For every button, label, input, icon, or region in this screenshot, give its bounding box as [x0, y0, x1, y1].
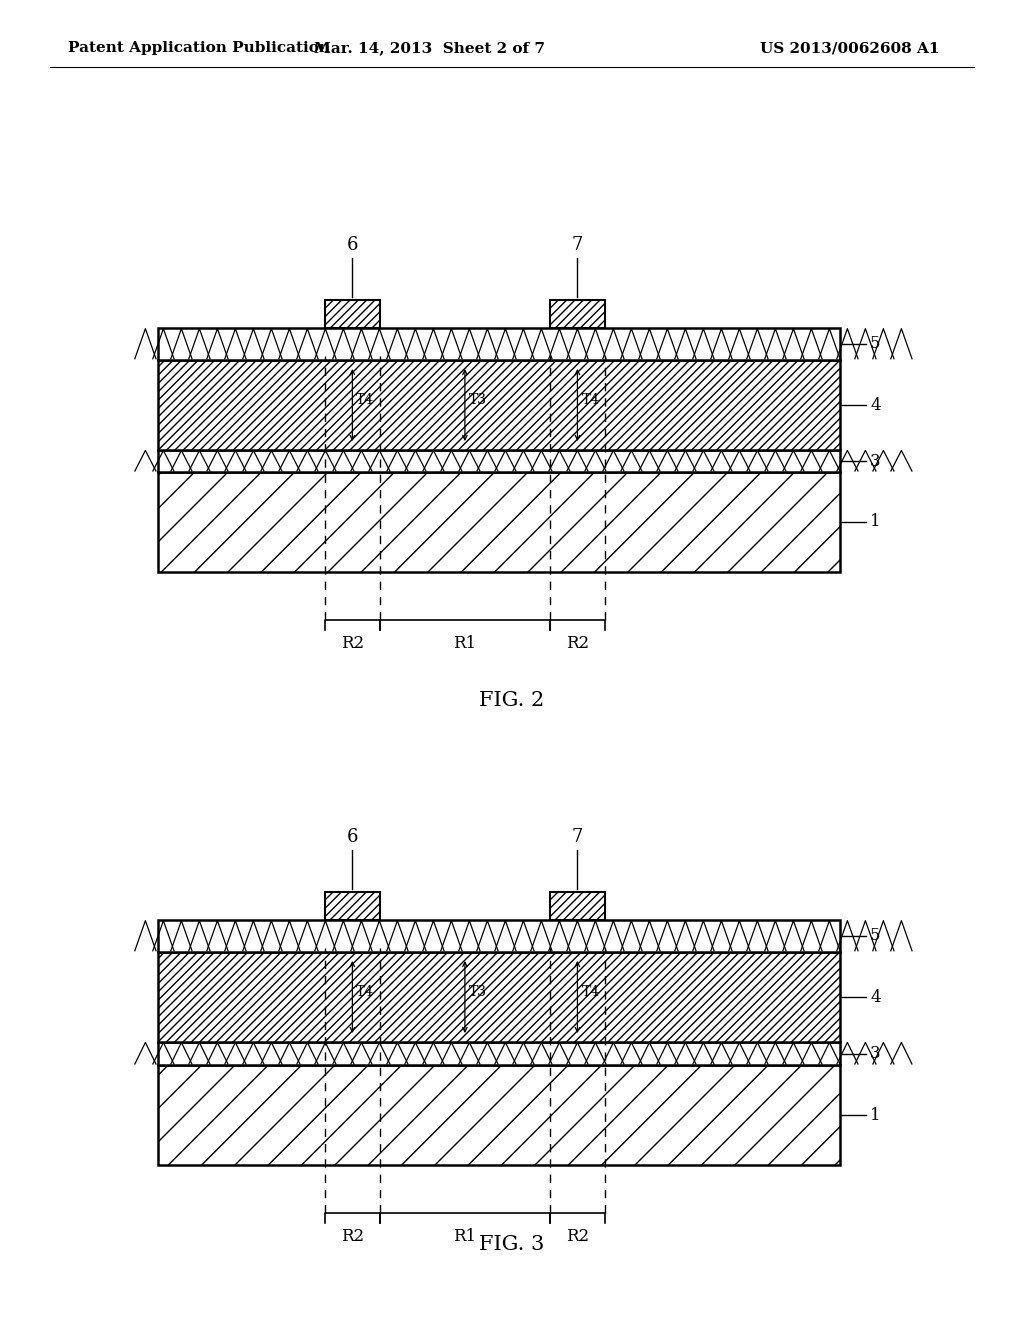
Text: R2: R2	[341, 1228, 364, 1245]
Text: R2: R2	[566, 1228, 589, 1245]
Bar	[158, 473, 840, 572]
Text: 6: 6	[346, 828, 358, 846]
Text: Mar. 14, 2013  Sheet 2 of 7: Mar. 14, 2013 Sheet 2 of 7	[314, 41, 546, 55]
Text: T4: T4	[356, 393, 375, 408]
Text: T3: T3	[469, 986, 486, 999]
Text: 5: 5	[870, 335, 881, 352]
Bar	[325, 300, 380, 327]
Text: R1: R1	[454, 635, 476, 652]
Text: 4: 4	[870, 396, 881, 413]
Text: FIG. 2: FIG. 2	[479, 690, 545, 710]
Text: T4: T4	[582, 986, 600, 999]
Bar	[158, 1041, 840, 1065]
Text: 1: 1	[870, 1106, 881, 1123]
Text: 3: 3	[870, 1045, 881, 1063]
Text: T3: T3	[469, 393, 486, 408]
Text: 7: 7	[571, 236, 583, 253]
Text: R1: R1	[454, 1228, 476, 1245]
Text: 7: 7	[571, 828, 583, 846]
Bar	[158, 952, 840, 1041]
Text: Patent Application Publication: Patent Application Publication	[68, 41, 330, 55]
Bar	[158, 360, 840, 450]
Text: T4: T4	[582, 393, 600, 408]
Bar	[158, 450, 840, 473]
Text: 3: 3	[870, 453, 881, 470]
Text: US 2013/0062608 A1: US 2013/0062608 A1	[761, 41, 940, 55]
Text: R2: R2	[566, 635, 589, 652]
Text: 4: 4	[870, 989, 881, 1006]
Bar	[550, 892, 605, 920]
Text: T4: T4	[356, 986, 375, 999]
Text: 5: 5	[870, 928, 881, 945]
Bar	[158, 327, 840, 360]
Text: 1: 1	[870, 513, 881, 531]
Text: FIG. 3: FIG. 3	[479, 1236, 545, 1254]
Bar	[158, 1065, 840, 1166]
Bar	[158, 920, 840, 952]
Bar	[325, 892, 380, 920]
Text: R2: R2	[341, 635, 364, 652]
Text: 6: 6	[346, 236, 358, 253]
Bar	[550, 300, 605, 327]
